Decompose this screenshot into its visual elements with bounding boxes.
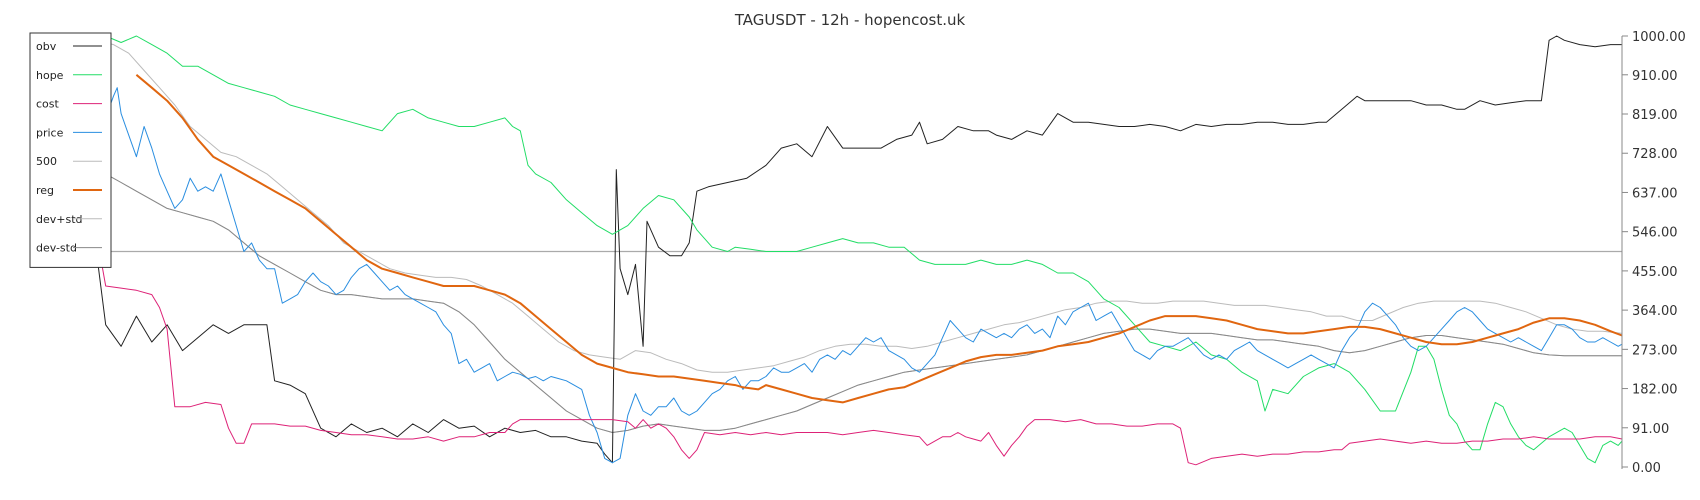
y-tick-label: 546.00 [1632, 226, 1678, 241]
legend-label: dev+std [36, 213, 83, 226]
legend-label: cost [36, 98, 60, 111]
legend-item-obv[interactable]: obv [36, 40, 102, 53]
series-line-500 [75, 39, 1623, 373]
legend-label: hope [36, 69, 64, 82]
legend-label: price [36, 126, 64, 139]
legend-label: 500 [36, 155, 57, 168]
legend-item-dev-std[interactable]: dev-std [36, 242, 102, 255]
legend-item-hope[interactable]: hope [36, 69, 102, 82]
legend-label: reg [36, 184, 54, 197]
series-line-obv [74, 35, 1622, 464]
y-tick-label: 728.00 [1632, 147, 1678, 162]
y-tick-label: 91.00 [1632, 422, 1669, 437]
y-tick-label: 182.00 [1632, 383, 1678, 398]
plot-area [30, 35, 1623, 466]
legend-item-dev-std[interactable]: dev+std [36, 213, 102, 226]
y-tick-label: 819.00 [1632, 108, 1678, 123]
right-y-axis: 0.00 91.00 182.00 273.00 364.00 455.00 546.00 6… [1621, 30, 1686, 476]
legend-box [29, 32, 112, 268]
y-tick-label: 1000.00 [1632, 30, 1686, 45]
y-tick-label: 455.00 [1632, 265, 1678, 280]
legend-label: obv [36, 40, 57, 53]
legend-label: dev-std [36, 242, 77, 255]
series-line-dev-std [74, 164, 1622, 433]
legend-item-cost[interactable]: cost [36, 98, 102, 111]
y-tick-label: 0.00 [1632, 461, 1661, 476]
chart-title: TAGUSDT - 12h - hopencost.uk [734, 11, 966, 29]
series-line-hope [74, 35, 1623, 464]
series-line-dev-std [74, 164, 1622, 433]
legend[interactable]: obv hope cost price 500 reg dev+std dev-std [29, 32, 112, 268]
series-line-reg [135, 74, 1623, 404]
series-line-cost [74, 39, 1623, 466]
legend-item-500[interactable]: 500 [36, 155, 102, 168]
y-tick-label: 273.00 [1632, 343, 1678, 358]
y-tick-label: 637.00 [1632, 186, 1678, 201]
legend-item-price[interactable]: price [36, 126, 102, 139]
legend-item-reg[interactable]: reg [36, 184, 102, 197]
y-tick-label: 910.00 [1632, 69, 1678, 84]
series-line-price [74, 78, 1623, 464]
y-tick-label: 364.00 [1632, 304, 1678, 319]
